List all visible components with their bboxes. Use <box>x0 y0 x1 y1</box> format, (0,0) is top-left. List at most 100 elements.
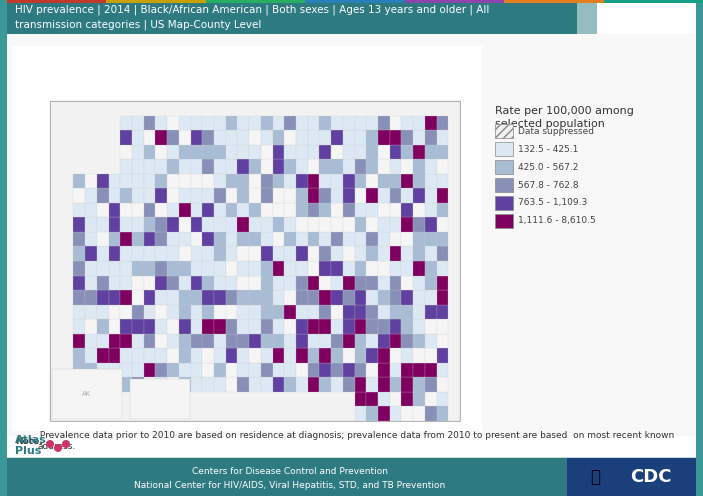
Bar <box>378 217 389 232</box>
Bar <box>389 188 401 203</box>
Bar <box>108 174 120 188</box>
Bar <box>308 232 319 247</box>
Bar <box>425 145 437 159</box>
Bar <box>354 130 366 145</box>
Bar <box>308 116 319 130</box>
Bar <box>97 334 108 348</box>
Bar <box>179 159 191 174</box>
Bar <box>425 247 437 261</box>
Bar <box>108 319 120 334</box>
Bar <box>7 0 577 34</box>
Bar <box>238 319 249 334</box>
Bar <box>85 232 97 247</box>
Bar <box>413 276 425 290</box>
Bar <box>378 392 389 406</box>
Bar <box>167 305 179 319</box>
Bar <box>389 377 401 392</box>
Bar <box>308 247 319 261</box>
Bar <box>366 363 378 377</box>
Bar <box>132 377 143 392</box>
Bar <box>343 116 354 130</box>
Bar <box>108 290 120 305</box>
Bar <box>202 203 214 217</box>
Bar <box>308 276 319 290</box>
Bar <box>108 334 120 348</box>
Bar <box>73 174 85 188</box>
Bar <box>202 305 214 319</box>
Bar <box>331 276 343 290</box>
Bar <box>425 276 437 290</box>
Bar <box>366 116 378 130</box>
Bar <box>308 203 319 217</box>
Bar <box>343 174 354 188</box>
Bar <box>296 247 308 261</box>
Bar <box>378 188 389 203</box>
Bar <box>143 203 155 217</box>
Bar <box>143 130 155 145</box>
Bar <box>308 261 319 276</box>
Bar <box>202 261 214 276</box>
Bar <box>238 159 249 174</box>
Bar <box>143 232 155 247</box>
Bar <box>296 319 308 334</box>
Bar <box>389 145 401 159</box>
Bar <box>238 188 249 203</box>
Bar <box>226 276 238 290</box>
Bar <box>249 334 261 348</box>
Bar <box>296 348 308 363</box>
Bar <box>413 392 425 406</box>
Bar <box>143 116 155 130</box>
Bar <box>179 377 191 392</box>
Bar <box>366 319 378 334</box>
Bar <box>378 334 389 348</box>
Bar <box>214 174 226 188</box>
Bar <box>249 305 261 319</box>
Bar <box>319 290 331 305</box>
Bar <box>296 203 308 217</box>
Bar <box>97 174 108 188</box>
Bar <box>143 377 155 392</box>
Bar <box>331 261 343 276</box>
Bar <box>331 145 343 159</box>
Bar <box>437 348 449 363</box>
Bar <box>191 145 202 159</box>
Bar <box>191 334 202 348</box>
Bar <box>120 348 132 363</box>
Bar <box>120 290 132 305</box>
Bar <box>378 290 389 305</box>
Bar <box>273 188 284 203</box>
Bar <box>261 334 273 348</box>
Bar <box>425 174 437 188</box>
Bar <box>167 377 179 392</box>
Bar <box>143 159 155 174</box>
Bar <box>319 188 331 203</box>
Bar <box>132 348 143 363</box>
Bar <box>226 130 238 145</box>
Bar <box>202 363 214 377</box>
Bar <box>155 334 167 348</box>
Bar <box>413 174 425 188</box>
Bar <box>132 247 143 261</box>
Bar <box>179 276 191 290</box>
Bar <box>366 217 378 232</box>
Bar <box>305 0 405 3</box>
Bar <box>437 247 449 261</box>
Bar <box>343 130 354 145</box>
Bar <box>366 305 378 319</box>
Bar <box>155 247 167 261</box>
Bar <box>108 217 120 232</box>
Bar <box>296 116 308 130</box>
Bar <box>143 363 155 377</box>
Bar <box>249 174 261 188</box>
Bar <box>155 290 167 305</box>
Bar <box>296 188 308 203</box>
Bar <box>413 261 425 276</box>
Bar <box>167 116 179 130</box>
Bar <box>401 188 413 203</box>
Bar <box>12 46 482 431</box>
Bar <box>261 305 273 319</box>
Bar <box>238 116 249 130</box>
Bar <box>366 406 378 421</box>
Bar <box>214 290 226 305</box>
Bar <box>343 334 354 348</box>
